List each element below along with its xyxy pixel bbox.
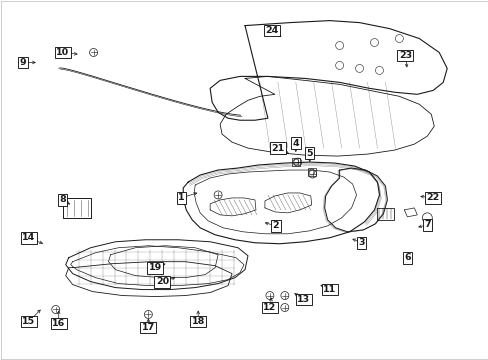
Text: 19: 19 [148, 263, 162, 272]
Text: 14: 14 [22, 233, 36, 242]
Text: 13: 13 [297, 295, 310, 304]
Text: 9: 9 [20, 58, 26, 67]
Text: 20: 20 [156, 277, 168, 286]
Text: 4: 4 [292, 139, 299, 148]
Text: 12: 12 [263, 303, 276, 312]
Text: 7: 7 [423, 220, 430, 229]
Text: 18: 18 [191, 317, 204, 326]
Text: 17: 17 [142, 323, 155, 332]
Bar [291, 158, 299, 166]
Text: 8: 8 [59, 195, 66, 204]
Text: 5: 5 [306, 149, 312, 158]
Text: 11: 11 [323, 285, 336, 294]
Text: 15: 15 [22, 317, 35, 326]
Text: 22: 22 [426, 193, 439, 202]
Bar [307, 168, 315, 176]
Text: 16: 16 [52, 319, 65, 328]
Text: 6: 6 [403, 253, 410, 262]
Text: 10: 10 [56, 48, 69, 57]
Text: 23: 23 [398, 51, 411, 60]
Text: 24: 24 [264, 26, 278, 35]
Text: 21: 21 [271, 144, 284, 153]
Text: 2: 2 [272, 221, 279, 230]
Text: 1: 1 [178, 193, 184, 202]
Text: 3: 3 [358, 238, 364, 247]
